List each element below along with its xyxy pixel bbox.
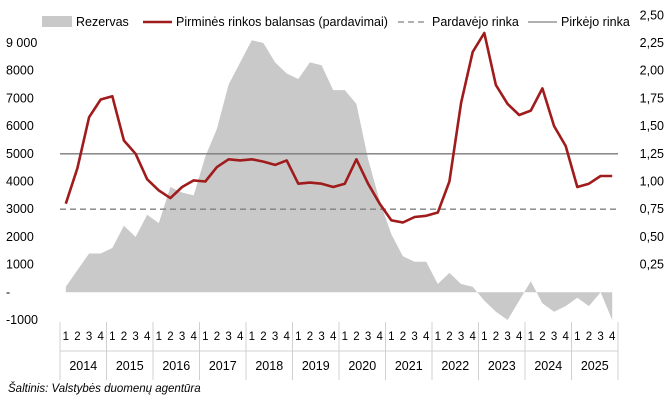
quarter-label: 2 [307,331,313,343]
left-tick-label: 1000 [6,258,34,272]
quarter-label: 1 [156,331,162,343]
plot-area [60,31,618,320]
right-tick-label: 0,50 [640,230,664,244]
year-label: 2017 [209,359,237,373]
year-label: 2020 [348,359,376,373]
quarter-label: 2 [74,331,80,343]
quarter-label: 4 [469,331,476,343]
quarter-label: 2 [493,331,499,343]
quarter-label: 4 [97,331,104,343]
right-tick-label: 2,25 [640,36,664,50]
quarter-label: 4 [562,331,569,343]
quarter-label: 1 [295,331,301,343]
year-label: 2024 [534,359,562,373]
quarter-label: 2 [121,331,127,343]
source-note: Šaltinis: Valstybės duomenų agentūra [8,383,201,395]
quarter-label: 2 [353,331,359,343]
left-tick-label: 2000 [6,230,34,244]
left-tick-label: 9 000 [6,36,37,50]
left-tick-label: 8000 [6,64,34,78]
quarter-label: 4 [376,331,383,343]
legend-swatch-reserves [42,16,72,27]
quarter-label: 2 [539,331,545,343]
reserves-area [65,40,613,320]
quarter-label: 2 [400,331,406,343]
quarter-label: 1 [435,331,441,343]
year-label: 2014 [69,359,97,373]
year-label: 2023 [488,359,516,373]
left-tick-label: 3000 [6,202,34,216]
year-label: 2016 [162,359,190,373]
quarter-label: 3 [411,331,417,343]
quarter-label: 3 [551,331,557,343]
quarter-label: 3 [365,331,371,343]
left-tick-label: - [6,285,10,299]
quarter-label: 1 [63,331,69,343]
quarter-label: 3 [458,331,464,343]
left-tick-label: 6000 [6,119,34,133]
quarter-label: 1 [109,331,115,343]
quarter-label: 4 [330,331,337,343]
left-tick-label: 7000 [6,91,34,105]
legend-label-reserves: Rezervas [76,15,129,29]
quarter-label: 2 [167,331,173,343]
quarter-label: 4 [609,331,616,343]
year-label: 2015 [116,359,144,373]
quarter-label: 3 [597,331,603,343]
quarter-label: 4 [516,331,523,343]
right-tick-label: 2,00 [640,64,664,78]
quarter-label: 1 [574,331,580,343]
legend-label-buyer: Pirkėjo rinka [561,15,630,29]
quarter-label: 3 [504,331,510,343]
quarter-label: 1 [249,331,255,343]
right-tick-label: 1,50 [640,119,664,133]
right-tick-label: 1,25 [640,147,664,161]
quarter-label: 1 [528,331,534,343]
quarter-label: 3 [86,331,92,343]
legend-label-seller: Pardavėjo rinka [432,15,519,29]
right-tick-label: 1,75 [640,91,664,105]
year-label: 2021 [395,359,423,373]
quarter-label: 4 [283,331,290,343]
quarter-label: 3 [179,331,185,343]
right-tick-label: 2,50 [640,8,664,22]
quarter-label: 3 [132,331,138,343]
quarter-label: 2 [586,331,592,343]
quarter-label: 3 [272,331,278,343]
quarter-label: 1 [388,331,394,343]
balance-line [64,31,613,224]
quarter-label: 2 [214,331,220,343]
quarter-label: 2 [446,331,452,343]
year-label: 2018 [255,359,283,373]
left-tick-label: 4000 [6,175,34,189]
legend-label-balance: Pirminės rinkos balansas (pardavimai) [176,15,388,29]
quarter-label: 1 [202,331,208,343]
left-tick-label: -1000 [6,313,38,327]
quarter-label: 4 [237,331,244,343]
year-label: 2019 [302,359,330,373]
quarter-label: 1 [342,331,348,343]
right-tick-label: 0,75 [640,202,664,216]
right-tick-label: 1,00 [640,175,664,189]
quarter-label: 4 [144,331,151,343]
year-label: 2025 [581,359,609,373]
legend: Rezervas Pirminės rinkos balansas (parda… [42,15,630,29]
right-tick-label: 0,25 [640,258,664,272]
quarter-label: 4 [190,331,197,343]
quarter-label: 3 [225,331,231,343]
quarter-label: 3 [318,331,324,343]
left-tick-label: 5000 [6,147,34,161]
quarter-label: 1 [481,331,487,343]
quarter-label: 2 [260,331,266,343]
quarter-label: 4 [423,331,430,343]
axes: -1000-100020003000400050006000700080009 … [6,8,664,380]
year-label: 2022 [441,359,469,373]
